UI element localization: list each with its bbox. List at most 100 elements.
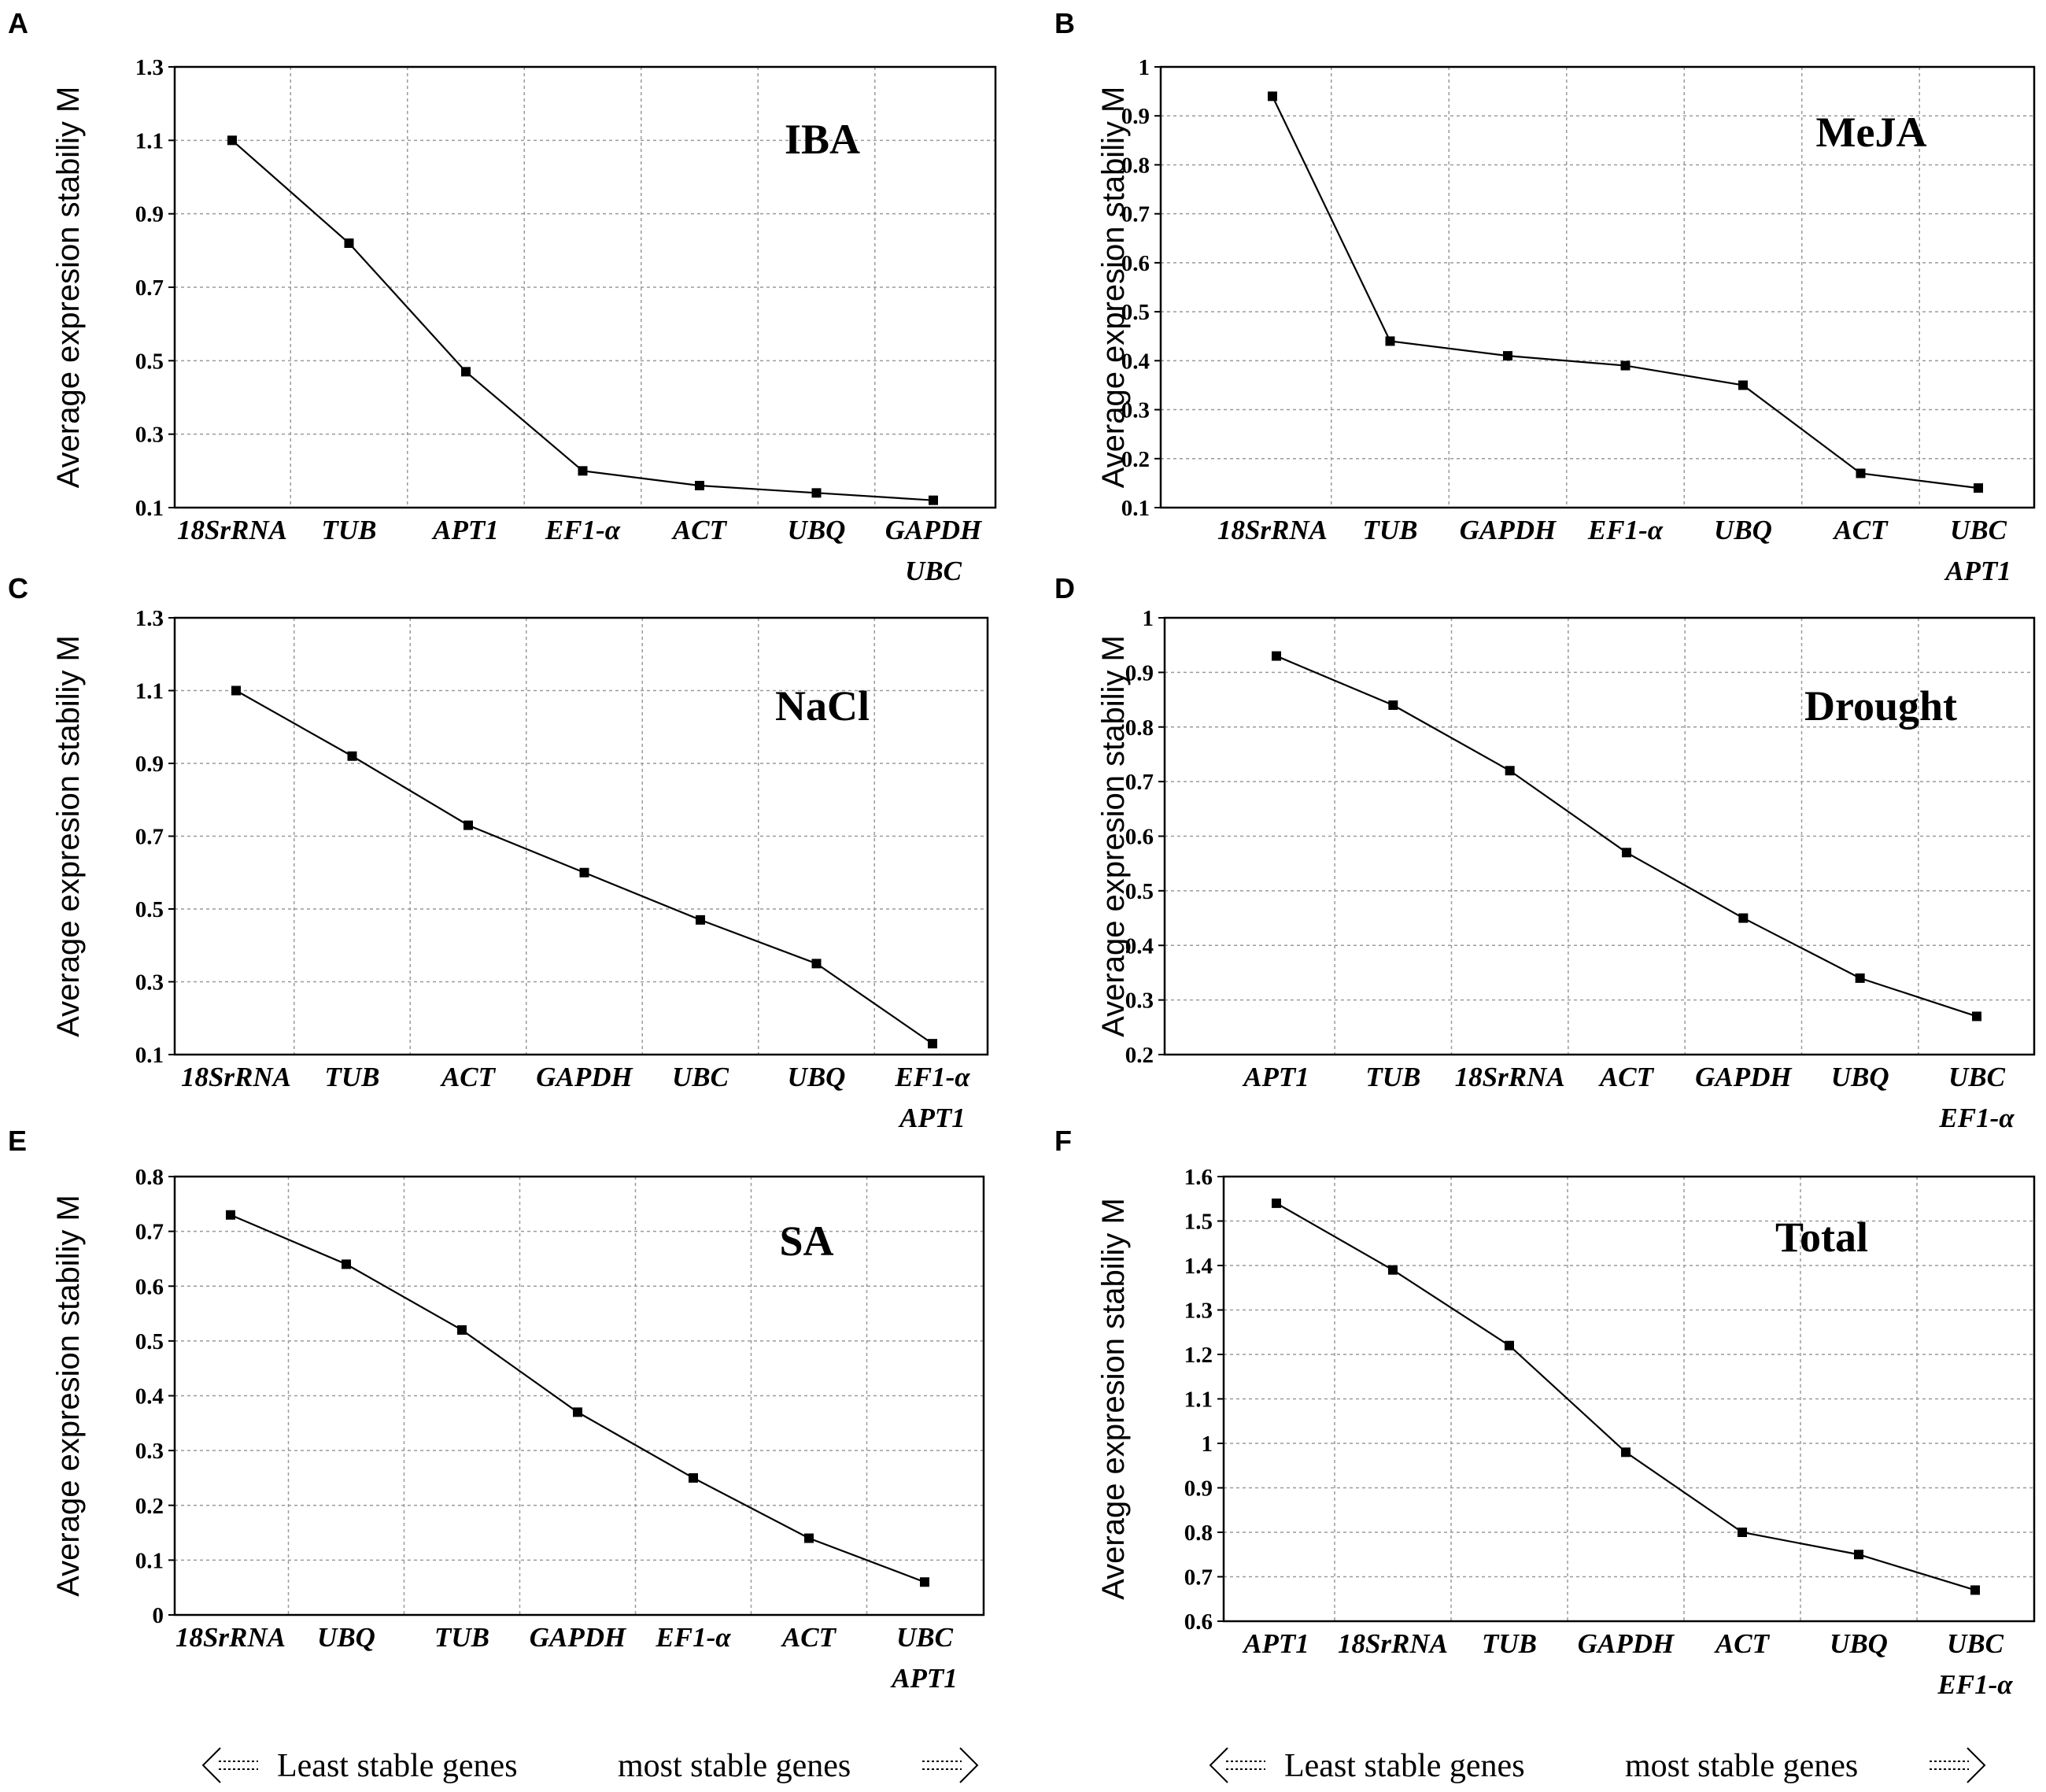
x-category-label: TUB (1365, 1062, 1420, 1092)
y-tick-label: 0.3 (135, 423, 164, 448)
y-tick-label: 0.3 (135, 1439, 164, 1464)
y-tick-label: 0.4 (135, 1384, 164, 1410)
y-tick-label: 0.1 (135, 496, 164, 521)
panel-letter: D (1054, 572, 1075, 604)
right-arrow-icon (959, 1747, 979, 1783)
plot-frame (173, 616, 989, 1056)
most-stable-label: most stable genes (618, 1748, 851, 1784)
data-point-marker (579, 867, 589, 878)
panel-letter: E (8, 1125, 27, 1157)
chart-panel-b: B 0.1 0.2 0.3 0.4 0.5 0.6 0.7 0.8 0.9 1 Average exp… (1054, 7, 2036, 586)
data-point-marker (928, 1039, 937, 1049)
data-point-marker (1505, 1340, 1514, 1350)
y-tick-label: 1.4 (1184, 1254, 1213, 1279)
x-category-label: APT1 (431, 515, 499, 545)
y-axis-label: Average expresion stabiliy M (51, 635, 86, 1037)
y-tick-label: 0.8 (135, 1165, 164, 1190)
data-point-marker (344, 238, 354, 248)
y-tick-label: 0.1 (1121, 496, 1150, 521)
x-category-label: GAPDH (885, 515, 983, 545)
x-category-label: APT1 (890, 1663, 958, 1694)
y-tick-label: 0 (153, 1603, 164, 1628)
least-stable-label: Least stable genes (1284, 1748, 1525, 1784)
y-tick-label: 0.1 (135, 1043, 164, 1068)
y-tick-label: 0.8 (1125, 715, 1154, 741)
chart-title: Total (1775, 1214, 1868, 1261)
y-axis-label: Average expresion stabiliy M (1096, 1198, 1131, 1600)
data-point-marker (1621, 1447, 1631, 1458)
x-category-label: UBQ (1714, 515, 1772, 545)
y-tick-label: 1 (1202, 1432, 1213, 1457)
data-point-marker (227, 135, 237, 146)
x-category-label: GAPDH (1695, 1062, 1793, 1092)
x-category-label: TUB (325, 1062, 380, 1092)
left-arrow-icon (201, 1747, 221, 1783)
data-point-marker (461, 367, 471, 377)
panel-letter: B (1054, 7, 1075, 39)
chart-panel-e: E 0 0.1 0.2 0.3 0.4 0.5 0.6 0.7 0.8 Average expres… (8, 1125, 985, 1694)
plot-frame (173, 1175, 985, 1616)
y-tick-label: 0.5 (135, 349, 164, 374)
y-tick-label: 1.3 (135, 606, 164, 631)
data-point-marker (811, 488, 822, 498)
x-category-label: GAPDH (530, 1622, 627, 1653)
most-stable-label: most stable genes (1625, 1748, 1858, 1784)
x-category-label: UBQ (317, 1622, 375, 1653)
data-point-marker (226, 1210, 235, 1220)
plot-frame (1163, 616, 2036, 1056)
y-axis-label: Average expresion stabiliy M (1096, 635, 1131, 1037)
x-category-label: 18SrRNA (177, 515, 287, 545)
y-tick-label: 0.7 (135, 825, 164, 850)
data-point-marker (696, 914, 705, 925)
x-category-label: APT1 (1944, 556, 2011, 586)
x-category-label: APT1 (1242, 1628, 1309, 1659)
data-point-marker (1505, 766, 1515, 776)
data-point-marker (1268, 91, 1277, 102)
y-tick-label: 0.5 (1125, 879, 1154, 904)
y-tick-label: 0.2 (1121, 447, 1150, 472)
x-category-label: UBQ (788, 515, 846, 545)
data-point-marker (1738, 913, 1749, 923)
data-point-marker (1272, 1198, 1281, 1208)
data-point-marker (811, 959, 822, 969)
y-tick-label: 0.3 (135, 970, 164, 996)
x-category-label: APT1 (1242, 1062, 1309, 1092)
y-tick-label: 0.4 (1121, 349, 1150, 374)
x-category-label: ACT (1714, 1628, 1771, 1659)
data-point-marker (1620, 360, 1631, 371)
x-category-label: TUB (1363, 515, 1418, 545)
y-axis-label: Average expresion stabiliy M (1096, 87, 1131, 489)
y-tick-label: 0.6 (1125, 825, 1154, 850)
x-category-label: GAPDH (536, 1062, 633, 1092)
y-axis-label: Average expresion stabiliy M (51, 1195, 86, 1597)
plot-frame (1222, 1175, 2036, 1623)
y-tick-label: 1.5 (1184, 1210, 1213, 1235)
x-category-label: 18SrRNA (175, 1622, 286, 1653)
data-point-marker (1855, 973, 1865, 983)
y-tick-label: 0.5 (135, 1329, 164, 1354)
x-category-label: APT1 (898, 1103, 966, 1133)
y-tick-label: 0.9 (1184, 1476, 1213, 1502)
y-tick-label: 1.6 (1184, 1165, 1213, 1190)
chart-title: Drought (1804, 682, 1957, 730)
data-point-marker (1738, 380, 1748, 390)
chart-panel-f: F 0.6 0.7 0.8 0.9 1 1.1 1.2 1.3 1.4 1.5 1.6 Average … (1054, 1125, 2036, 1700)
x-category-label: UBC (672, 1062, 729, 1092)
panel-letter: F (1054, 1125, 1072, 1157)
data-point-marker (1388, 700, 1398, 710)
x-category-label: UBQ (1830, 1628, 1888, 1659)
y-tick-label: 0.5 (1121, 300, 1150, 325)
y-tick-label: 0.6 (1184, 1609, 1213, 1635)
y-tick-label: 0.2 (1125, 1043, 1154, 1068)
x-category-label: EF1-α (655, 1622, 731, 1653)
y-axis-label: Average expresion stabiliy M (51, 87, 86, 489)
data-point-marker (1972, 1011, 1981, 1022)
y-tick-label: 0.8 (1184, 1520, 1213, 1546)
data-point-marker (1854, 1550, 1863, 1560)
x-category-label: EF1-α (1587, 515, 1664, 545)
x-category-label: 18SrRNA (1338, 1628, 1448, 1659)
y-tick-label: 0.6 (1121, 251, 1150, 276)
y-tick-label: 1.3 (1184, 1299, 1213, 1324)
y-tick-label: 0.3 (1125, 988, 1154, 1014)
